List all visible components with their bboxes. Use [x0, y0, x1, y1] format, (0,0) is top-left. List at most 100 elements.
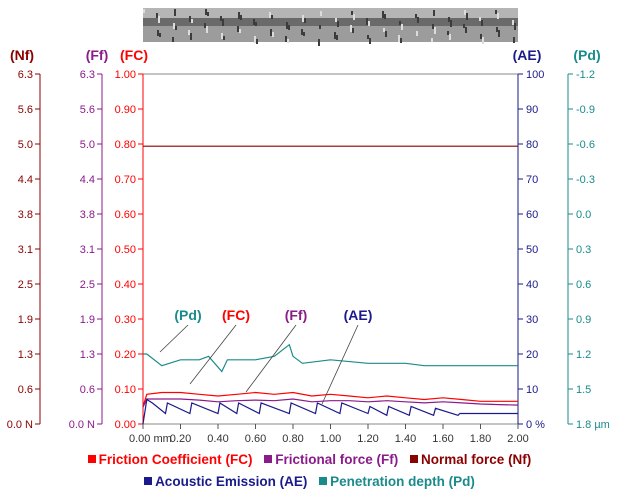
tick-label-fc: 0.50 — [115, 244, 136, 256]
micrograph-speck — [174, 9, 176, 16]
legend-label-fc: Friction Coefficient — [98, 452, 222, 467]
series-line-ae — [142, 398, 518, 425]
micrograph-speck — [465, 27, 467, 33]
micrograph-speck — [464, 10, 466, 15]
tick-label-ae: 80 — [526, 139, 538, 151]
micrograph-speck — [513, 37, 515, 43]
tick-label-x: 0.80 — [282, 433, 303, 445]
micrograph-speck — [366, 18, 368, 25]
tick-label-pd: 0.0 — [576, 209, 591, 221]
micrograph-speck — [254, 36, 256, 43]
tick-label-ff: 1.9 — [80, 314, 95, 326]
tick-label-ae: 100 — [526, 69, 544, 81]
micrograph-speck — [337, 21, 339, 27]
tick-label-fc: 0.00 — [115, 419, 136, 431]
micrograph-speck — [207, 12, 209, 16]
micrograph-speck — [304, 18, 306, 23]
legend-item-ff: Frictional force (Ff) — [264, 452, 398, 467]
micrograph-speck — [157, 30, 159, 36]
micrograph-speck — [287, 39, 289, 43]
tick-label-ae: 50 — [526, 244, 538, 256]
annotation-label-ff: (Ff) — [285, 307, 308, 323]
tick-label-ae: 0 % — [526, 419, 545, 431]
legend-label-nf: Normal force — [421, 452, 505, 467]
micrograph-speck — [481, 20, 483, 26]
series-line-ff — [142, 398, 519, 408]
micrograph-speck — [512, 20, 514, 25]
tick-label-pd: 1.5 — [576, 384, 591, 396]
micrograph-speck — [190, 33, 192, 40]
micrograph-speck — [353, 14, 355, 20]
axis-x: 0.00 mm0.20 0.40 0.60 0.80 1.00 1.20 1.40 1.60 1… — [129, 424, 529, 445]
tick-label-ae: 30 — [526, 314, 538, 326]
micrograph-speck — [498, 30, 500, 37]
micrograph-speck — [256, 39, 258, 44]
legend-abbr-ff: (Ff) — [376, 452, 399, 467]
micrograph-speck — [450, 20, 452, 27]
micrograph-speck — [320, 11, 322, 16]
tick-label-pd: -0.6 — [576, 139, 595, 151]
legend-item-ae: Acoustic Emission (AE) — [144, 474, 307, 489]
tick-label-ff: 2.5 — [80, 279, 95, 291]
micrograph-speck — [220, 16, 222, 21]
tick-label-ff: 4.4 — [80, 174, 95, 186]
tick-label-fc: 0.80 — [115, 139, 136, 151]
micrograph-speck — [400, 38, 402, 43]
micrograph-speck — [156, 13, 158, 18]
axis-title-nf: (Nf) — [10, 47, 34, 63]
tick-label-fc: 0.20 — [115, 349, 136, 361]
legend-swatch-ff — [264, 455, 273, 463]
micrograph-speck — [204, 23, 206, 28]
micrograph-speck — [431, 38, 433, 42]
micrograph-speck — [385, 31, 387, 37]
tick-label-x: 0.00 mm — [129, 433, 172, 445]
micrograph-speck — [496, 27, 498, 32]
micrograph-speck — [303, 32, 305, 36]
micrograph-speck — [514, 23, 516, 30]
tick-label-pd: -0.9 — [576, 104, 595, 116]
tick-label-ff: 6.3 — [80, 69, 95, 81]
axis-ff: 0.0 N 0.6 1.3 1.9 2.5 3.1 3.8 4.4 5.0 5.6 6.3 (Ff) — [69, 47, 109, 431]
micrograph-speck — [318, 39, 320, 46]
legend-item-fc: Friction Coefficient (FC) — [87, 452, 253, 467]
axis-title-fc: (FC) — [120, 47, 148, 63]
micrograph-speck — [463, 24, 465, 28]
micrograph-speck — [206, 26, 208, 33]
tick-label-ff: 3.1 — [80, 244, 95, 256]
legend-label-ff: Frictional force — [275, 452, 373, 467]
legend-swatch-nf — [410, 455, 419, 463]
micrograph-speck — [270, 29, 272, 36]
tick-label-nf: 0.6 — [18, 384, 33, 396]
legend-abbr-nf: (Nf) — [508, 452, 532, 467]
micrograph-speck — [383, 28, 385, 32]
tick-label-fc: 0.40 — [115, 279, 136, 291]
tick-label-pd: 0.6 — [576, 279, 591, 291]
legend-abbr-ae: (AE) — [279, 474, 308, 489]
micrograph-speck — [449, 34, 451, 40]
micrograph-speck — [416, 31, 418, 36]
tick-label-pd: 0.9 — [576, 314, 591, 326]
tick-label-pd: 1.2 — [576, 349, 591, 361]
tick-label-ae: 90 — [526, 104, 538, 116]
annotation-label-ae: (AE) — [344, 307, 373, 323]
tick-label-fc: 0.60 — [115, 209, 136, 221]
micrograph-speck — [319, 25, 321, 29]
tick-label-fc: 0.70 — [115, 174, 136, 186]
legend-label-ae: Acoustic Emission — [155, 474, 276, 489]
tick-label-ff: 0.0 N — [69, 419, 95, 431]
tick-label-ae: 60 — [526, 209, 538, 221]
micrograph-speck — [223, 36, 225, 40]
micrograph-speck — [350, 25, 352, 32]
axis-pd: 1.8 µm 1.5 1.2 0.9 0.6 0.3 0.0 -0.3 -0.6 -0.9 -1.2… — [567, 47, 610, 431]
tick-label-x: 0.40 — [207, 433, 228, 445]
tick-label-fc: 0.90 — [115, 104, 136, 116]
micrograph-speck — [143, 9, 145, 13]
micrograph-speck — [222, 19, 224, 26]
micrograph-speck — [367, 35, 369, 39]
annotation-leader-fc — [189, 324, 237, 385]
tick-label-x: 1.40 — [395, 433, 416, 445]
micrograph-speck — [334, 32, 336, 39]
micrograph-speck — [237, 26, 239, 32]
tick-label-nf: 1.3 — [18, 349, 33, 361]
legend-abbr-fc: (FC) — [225, 452, 253, 467]
